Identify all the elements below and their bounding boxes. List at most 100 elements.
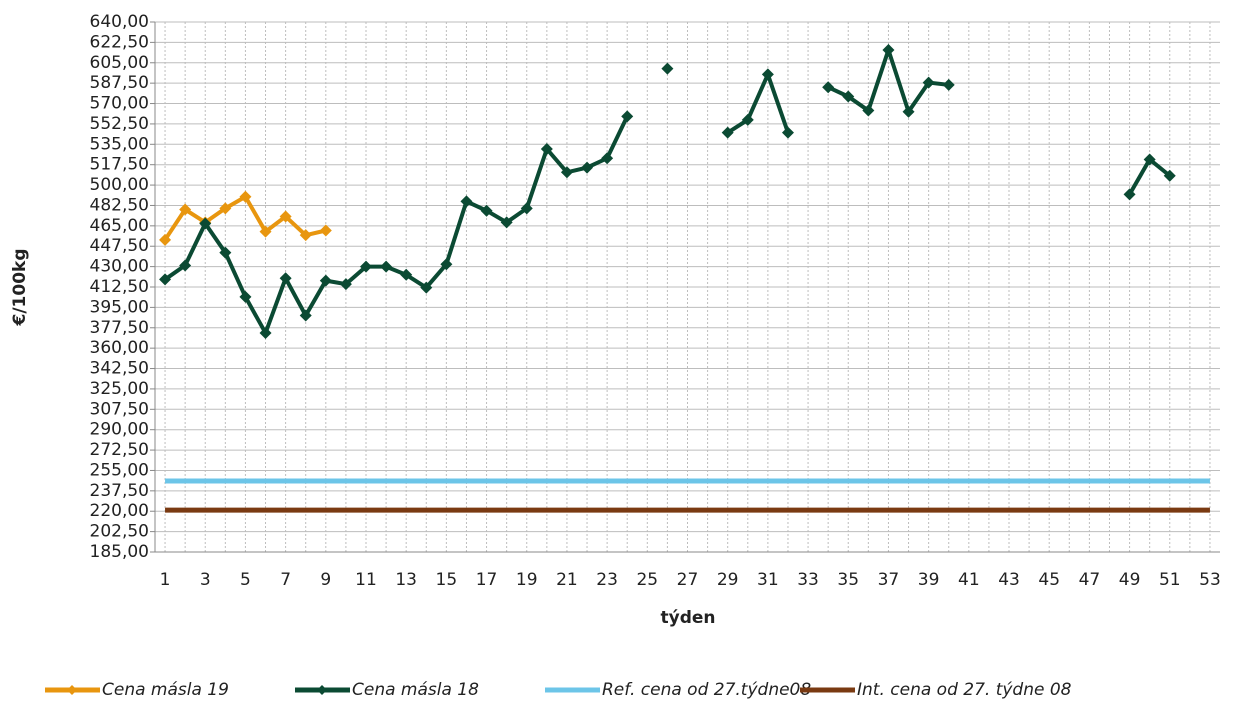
series-line bbox=[726, 68, 790, 135]
legend-label: Ref. cena od 27.týdne08 bbox=[602, 680, 811, 700]
data-point bbox=[299, 309, 312, 322]
data-point bbox=[1163, 169, 1176, 182]
y-tick-label: 447,50 bbox=[90, 236, 149, 256]
y-tick-label: 570,00 bbox=[90, 94, 149, 114]
data-point bbox=[560, 166, 573, 179]
data-point bbox=[179, 203, 192, 216]
series-line bbox=[163, 115, 630, 338]
legend-marker bbox=[67, 685, 77, 695]
y-tick-label: 325,00 bbox=[90, 379, 149, 399]
data-point bbox=[500, 216, 513, 229]
data-point bbox=[259, 225, 272, 238]
x-tick-label: 39 bbox=[918, 570, 940, 590]
data-point bbox=[520, 202, 533, 215]
y-tick-label: 307,50 bbox=[90, 399, 149, 419]
data-point bbox=[882, 43, 895, 56]
y-tick-label: 552,50 bbox=[90, 114, 149, 134]
data-point bbox=[781, 126, 794, 139]
x-tick-label: 21 bbox=[556, 570, 578, 590]
x-tick-label: 43 bbox=[998, 570, 1020, 590]
data-point bbox=[621, 110, 634, 123]
x-tick-label: 3 bbox=[200, 570, 211, 590]
x-tick-label: 15 bbox=[436, 570, 458, 590]
data-point bbox=[581, 161, 594, 174]
x-tick-label: 7 bbox=[280, 570, 291, 590]
data-point bbox=[842, 90, 855, 103]
y-tick-label: 482,50 bbox=[90, 195, 149, 215]
data-point bbox=[922, 76, 935, 89]
x-axis-label: týden bbox=[660, 608, 715, 628]
y-tick-label: 377,50 bbox=[90, 318, 149, 338]
data-point bbox=[159, 233, 172, 246]
data-point bbox=[219, 246, 232, 259]
x-tick-label: 53 bbox=[1199, 570, 1221, 590]
x-tick-label: 51 bbox=[1159, 570, 1181, 590]
data-point bbox=[199, 217, 212, 230]
data-point bbox=[822, 81, 835, 94]
y-tick-label: 517,50 bbox=[90, 155, 149, 175]
y-tick-label: 640,00 bbox=[90, 12, 149, 32]
data-point bbox=[721, 126, 734, 139]
y-tick-label: 605,00 bbox=[90, 53, 149, 73]
y-tick-label: 500,00 bbox=[90, 175, 149, 195]
data-point bbox=[942, 78, 955, 91]
y-tick-label: 220,00 bbox=[90, 501, 149, 521]
data-point bbox=[400, 268, 413, 281]
x-tick-label: 37 bbox=[878, 570, 900, 590]
x-tick-label: 47 bbox=[1079, 570, 1101, 590]
x-tick-label: 17 bbox=[476, 570, 498, 590]
y-tick-label: 272,50 bbox=[90, 440, 149, 460]
data-point bbox=[339, 278, 352, 291]
data-point bbox=[1123, 188, 1136, 201]
legend-label: Cena másla 18 bbox=[352, 680, 479, 700]
data-point bbox=[761, 68, 774, 81]
data-point bbox=[480, 204, 493, 217]
data-point bbox=[319, 274, 332, 287]
y-tick-label: 342,50 bbox=[90, 359, 149, 379]
y-tick-label: 237,50 bbox=[90, 481, 149, 501]
y-axis-label: €/100kg bbox=[10, 249, 30, 327]
y-tick-label: 535,00 bbox=[90, 134, 149, 154]
x-tick-label: 19 bbox=[516, 570, 538, 590]
x-tick-label: 25 bbox=[636, 570, 658, 590]
data-point bbox=[741, 113, 754, 126]
x-tick-label: 5 bbox=[240, 570, 251, 590]
data-point bbox=[239, 290, 252, 303]
x-tick-label: 29 bbox=[717, 570, 739, 590]
data-point bbox=[279, 272, 292, 285]
y-tick-label: 622,50 bbox=[90, 32, 149, 52]
data-point bbox=[159, 273, 172, 286]
x-tick-label: 11 bbox=[355, 570, 377, 590]
x-tick-label: 23 bbox=[596, 570, 618, 590]
data-point bbox=[1143, 153, 1156, 166]
data-point bbox=[239, 190, 252, 203]
data-point bbox=[862, 104, 875, 117]
data-point bbox=[540, 142, 553, 155]
data-point bbox=[902, 105, 915, 118]
legend-label: Int. cena od 27. týdne 08 bbox=[857, 680, 1072, 700]
y-tick-label: 255,00 bbox=[90, 460, 149, 480]
x-tick-label: 33 bbox=[797, 570, 819, 590]
data-point bbox=[380, 260, 393, 273]
x-tick-label: 13 bbox=[395, 570, 417, 590]
x-tick-label: 31 bbox=[757, 570, 779, 590]
y-tick-label: 430,00 bbox=[90, 257, 149, 277]
x-tick-label: 35 bbox=[837, 570, 859, 590]
x-tick-label: 27 bbox=[677, 570, 699, 590]
data-point bbox=[179, 259, 192, 272]
y-tick-label: 202,50 bbox=[90, 522, 149, 542]
data-point bbox=[420, 281, 433, 294]
legend-marker bbox=[317, 685, 327, 695]
y-tick-label: 587,50 bbox=[90, 73, 149, 93]
x-tick-label: 1 bbox=[160, 570, 171, 590]
legend-label: Cena másla 19 bbox=[102, 680, 229, 700]
data-point bbox=[601, 152, 614, 165]
data-point bbox=[359, 260, 372, 273]
x-tick-label: 45 bbox=[1038, 570, 1060, 590]
data-point bbox=[661, 62, 674, 75]
data-point bbox=[319, 224, 332, 237]
y-tick-label: 395,00 bbox=[90, 297, 149, 317]
data-point bbox=[259, 327, 272, 340]
y-tick-label: 185,00 bbox=[90, 542, 149, 562]
